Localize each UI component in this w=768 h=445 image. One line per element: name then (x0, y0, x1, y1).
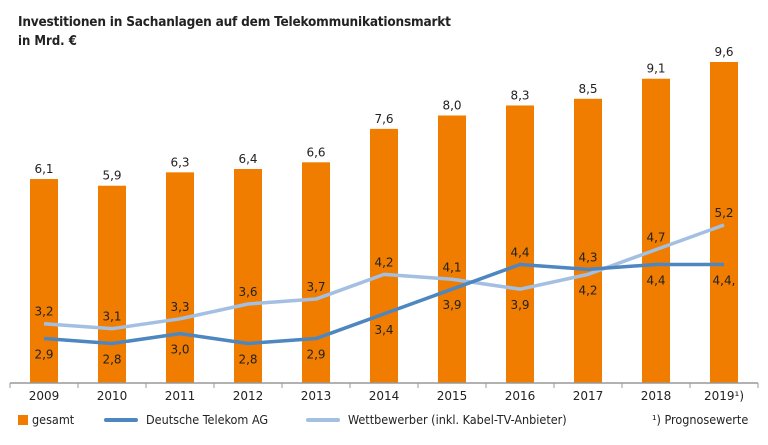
telekom-label: 4,4 (510, 245, 529, 259)
wettbewerber-label: 3,1 (102, 310, 121, 324)
wettbewerber-label: 5,2 (714, 206, 733, 220)
legend-label: gesamt (32, 412, 75, 427)
wettbewerber-label: 4,7 (646, 231, 665, 245)
telekom-label: 2,9 (34, 348, 53, 362)
legend-swatch (104, 417, 138, 422)
bar-label: 9,1 (646, 62, 665, 76)
telekom-label: 2,8 (102, 352, 121, 366)
chart-title: Investitionen in Sachanlagen auf dem Tel… (18, 14, 451, 30)
telekom-label: 4,3 (578, 250, 597, 264)
bar-label: 8,3 (510, 88, 529, 102)
legend-swatch (18, 414, 28, 425)
legend-swatch (306, 417, 340, 422)
wettbewerber-label: 4,2 (578, 283, 597, 297)
telekom-label: 3,4 (374, 323, 393, 337)
telekom-label: 4,4, (713, 273, 736, 287)
x-tick-label: 2011 (165, 389, 196, 403)
bar (98, 185, 126, 383)
bar-label: 6,1 (34, 162, 53, 176)
bar (642, 78, 670, 383)
chart-subtitle: in Mrd. € (18, 34, 77, 49)
x-tick-label: 2010 (97, 389, 128, 403)
telekom-label: 4,4 (646, 273, 665, 287)
legend-telekom: Deutsche Telekom AG (104, 412, 268, 427)
bar-label: 9,6 (714, 45, 733, 59)
wettbewerber-label: 4,2 (374, 255, 393, 269)
telekom-label: 3,9 (442, 298, 461, 312)
bar-label: 6,4 (238, 152, 257, 166)
wettbewerber-label: 3,2 (34, 305, 53, 319)
bar-label: 6,6 (306, 145, 325, 159)
bar (370, 128, 398, 383)
wettbewerber-label: 4,1 (442, 260, 461, 274)
footnote: ¹) Prognosewerte (652, 412, 749, 427)
legend-label: Wettbewerber (inkl. Kabel-TV-Anbieter) (348, 412, 567, 427)
x-tick-label: 2014 (369, 389, 400, 403)
bar-label: 5,9 (102, 169, 121, 183)
bar-label: 7,6 (374, 112, 393, 126)
bar (166, 172, 194, 383)
x-tick-label: 2019¹) (704, 389, 744, 403)
legend-wettbewerber: Wettbewerber (inkl. Kabel-TV-Anbieter) (306, 412, 567, 427)
wettbewerber-label: 3,7 (306, 280, 325, 294)
x-tick-label: 2009 (29, 389, 60, 403)
bar-label: 6,3 (170, 155, 189, 169)
bar (234, 169, 262, 383)
x-tick-label: 2015 (437, 389, 468, 403)
x-tick-label: 2018 (641, 389, 672, 403)
telekom-label: 2,9 (306, 348, 325, 362)
telekom-label: 3,0 (170, 343, 189, 357)
legend-gesamt: gesamt (18, 412, 74, 427)
legend-label: Deutsche Telekom AG (146, 412, 269, 427)
bar-label: 8,5 (578, 82, 597, 96)
bar (438, 115, 466, 383)
wettbewerber-label: 3,3 (170, 300, 189, 314)
wettbewerber-label: 3,6 (238, 285, 257, 299)
telekom-label: 2,8 (238, 352, 257, 366)
x-tick-label: 2016 (505, 389, 536, 403)
bar (302, 162, 330, 383)
bar (506, 105, 534, 383)
wettbewerber-label: 3,9 (510, 298, 529, 312)
bar (574, 98, 602, 383)
line-telekom (43, 262, 724, 346)
bar (710, 62, 738, 383)
x-tick-label: 2017 (573, 389, 604, 403)
x-tick-label: 2012 (233, 389, 264, 403)
x-tick-label: 2013 (301, 389, 332, 403)
bar-label: 8,0 (442, 99, 461, 113)
bar (30, 179, 58, 383)
